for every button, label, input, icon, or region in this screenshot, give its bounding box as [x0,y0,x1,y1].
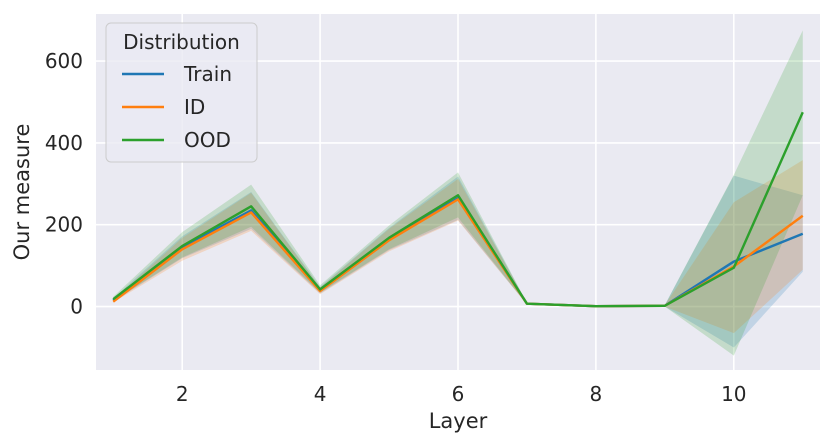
confidence-band-train [113,175,803,348]
series-line-train [112,196,804,308]
y-tick-labels: 0 200 400 600 [45,49,83,319]
series-lines [112,111,804,308]
x-tick-label: 2 [176,382,189,406]
legend-items: Train ID OOD [122,62,232,152]
y-axis-title: Our measure [10,124,34,261]
x-tick-label: 6 [452,382,465,406]
series-line-ood [112,111,804,308]
legend-label-ood: OOD [184,128,231,152]
x-tick-label: 10 [721,382,746,406]
legend-box [105,22,258,163]
y-tick-label: 600 [45,49,83,73]
x-tick-labels: 2 4 6 8 10 [176,382,747,406]
y-tick-label: 200 [45,213,83,237]
x-axis-title: Layer [429,409,488,433]
x-tick-label: 4 [314,382,327,406]
legend-label-id: ID [184,95,205,119]
y-tick-label: 0 [70,295,83,319]
legend: Distribution Train ID OOD [105,22,258,163]
x-tick-label: 8 [590,382,603,406]
confidence-band-ood [113,30,803,356]
legend-title: Distribution [123,30,240,54]
legend-label-train: Train [183,62,232,86]
y-tick-label: 400 [45,131,83,155]
